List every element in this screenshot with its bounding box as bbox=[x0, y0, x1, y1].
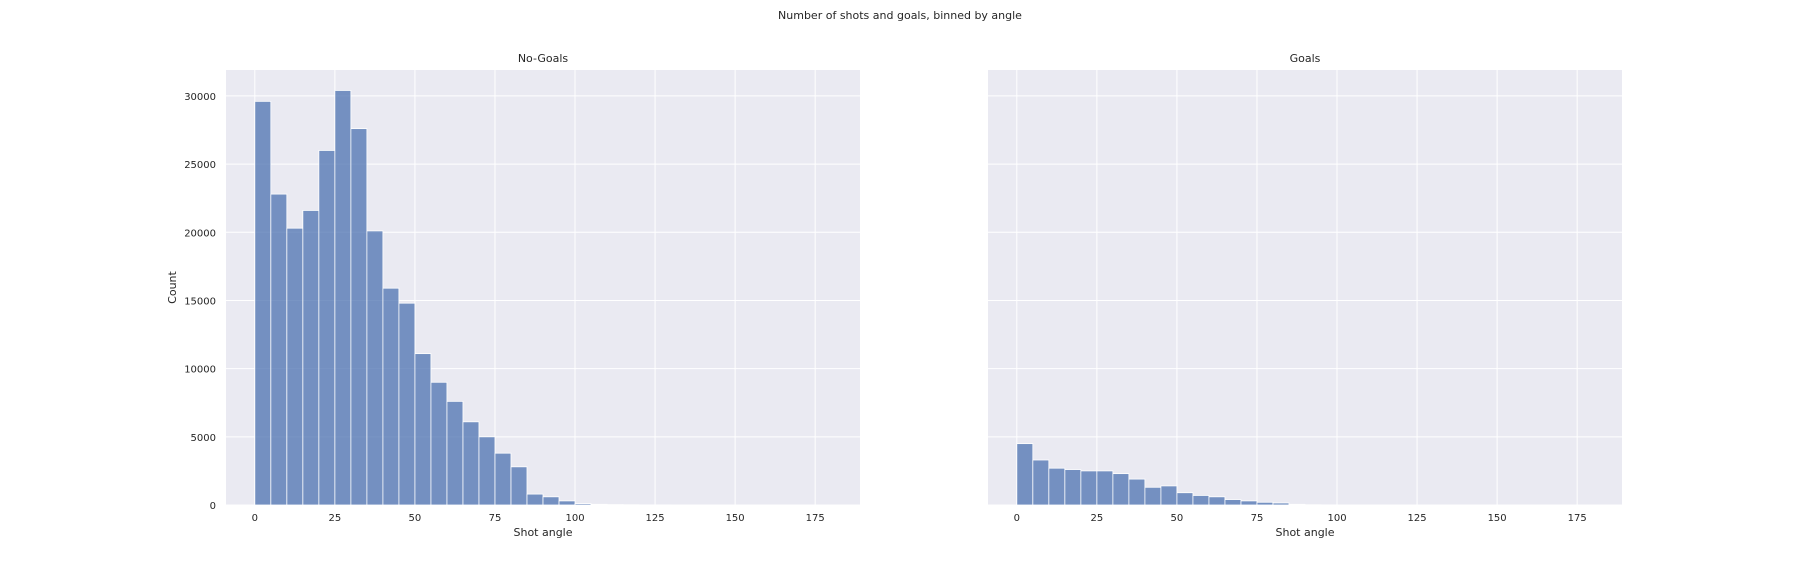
no-goals-x-tick-label: 175 bbox=[806, 513, 825, 524]
no-goals-panel-title: No-Goals bbox=[518, 52, 569, 65]
no-goals-y-tick-label: 30000 bbox=[184, 92, 216, 103]
goals-bar bbox=[1016, 443, 1034, 506]
goals-x-tick-label: 125 bbox=[1408, 513, 1427, 524]
no-goals-bar bbox=[334, 90, 352, 506]
no-goals-y-tick-label: 0 bbox=[210, 501, 216, 512]
no-goals-x-tick-label: 100 bbox=[565, 513, 584, 524]
no-goals-bar bbox=[398, 302, 416, 506]
no-goals-x-axis-label: Shot angle bbox=[513, 526, 572, 539]
goals-bar bbox=[1288, 503, 1306, 506]
no-goals-bar bbox=[478, 436, 496, 506]
no-goals-bar bbox=[574, 503, 592, 506]
goals-x-axis-label: Shot angle bbox=[1275, 526, 1334, 539]
goals-x-tick-label: 150 bbox=[1488, 513, 1507, 524]
goals-plot-area bbox=[988, 70, 1622, 505]
no-goals-y-tick-label: 15000 bbox=[184, 296, 216, 307]
no-goals-bar bbox=[318, 150, 336, 506]
no-goals-bar bbox=[270, 193, 288, 506]
goals-bar bbox=[1080, 470, 1098, 506]
goals-bar bbox=[1272, 502, 1290, 506]
no-goals-y-tick-label: 25000 bbox=[184, 160, 216, 171]
no-goals-x-tick-label: 75 bbox=[489, 513, 502, 524]
no-goals-bar bbox=[590, 503, 608, 506]
no-goals-bar bbox=[430, 381, 448, 506]
no-goals-x-tick-label: 125 bbox=[646, 513, 665, 524]
goals-bar bbox=[1128, 478, 1146, 506]
goals-panel-title: Goals bbox=[1290, 52, 1321, 65]
no-goals-y-tick-label: 10000 bbox=[184, 365, 216, 376]
no-goals-bar bbox=[382, 287, 400, 506]
goals-x-tick-label: 175 bbox=[1568, 513, 1587, 524]
no-goals-bar bbox=[254, 100, 272, 506]
no-goals-x-tick-label: 25 bbox=[329, 513, 342, 524]
no-goals-bar bbox=[446, 400, 464, 506]
goals-bar bbox=[1064, 469, 1082, 506]
no-goals-bar bbox=[510, 466, 528, 506]
no-goals-bar bbox=[286, 227, 304, 506]
goals-bar bbox=[1032, 459, 1050, 506]
goals-bar bbox=[1160, 485, 1178, 506]
no-goals-y-tick-label: 20000 bbox=[184, 228, 216, 239]
goals-bar bbox=[1192, 495, 1210, 506]
goals-x-tick-label: 50 bbox=[1171, 513, 1184, 524]
goals-panel: 0 25 50 75 100 125 150 175 Goals Shot angle bbox=[988, 52, 1622, 539]
no-goals-x-tick-label: 150 bbox=[726, 513, 745, 524]
goals-bar bbox=[1144, 486, 1162, 506]
goals-bar bbox=[1048, 467, 1066, 506]
goals-bar bbox=[1176, 492, 1194, 506]
goals-bar bbox=[1208, 496, 1226, 506]
figure-title: Number of shots and goals, binned by ang… bbox=[778, 9, 1022, 22]
goals-bar bbox=[1256, 501, 1274, 506]
goals-bar bbox=[1112, 473, 1130, 506]
no-goals-x-tick-label: 50 bbox=[409, 513, 422, 524]
no-goals-panel: 0 25 50 75 100 125 150 175 0 5000 10000 15000 20000 2… bbox=[166, 52, 860, 539]
goals-x-tick-label: 0 bbox=[1014, 513, 1020, 524]
no-goals-bar bbox=[462, 421, 480, 506]
no-goals-bar bbox=[558, 500, 576, 506]
no-goals-bar bbox=[494, 452, 512, 506]
no-goals-y-axis-label: Count bbox=[166, 270, 179, 303]
goals-x-tick-label: 75 bbox=[1251, 513, 1264, 524]
no-goals-bar bbox=[302, 210, 320, 506]
goals-x-tick-label: 100 bbox=[1327, 513, 1346, 524]
no-goals-bar bbox=[526, 493, 544, 506]
no-goals-y-tick-label: 5000 bbox=[191, 433, 216, 444]
no-goals-bar bbox=[542, 496, 560, 506]
no-goals-bar bbox=[366, 230, 384, 506]
goals-x-tick-label: 25 bbox=[1091, 513, 1104, 524]
goals-bar bbox=[1224, 499, 1242, 506]
no-goals-bar bbox=[350, 128, 368, 506]
no-goals-bar bbox=[414, 353, 432, 506]
no-goals-x-tick-label: 0 bbox=[252, 513, 258, 524]
goals-bar bbox=[1240, 500, 1258, 506]
goals-bar bbox=[1096, 470, 1114, 506]
